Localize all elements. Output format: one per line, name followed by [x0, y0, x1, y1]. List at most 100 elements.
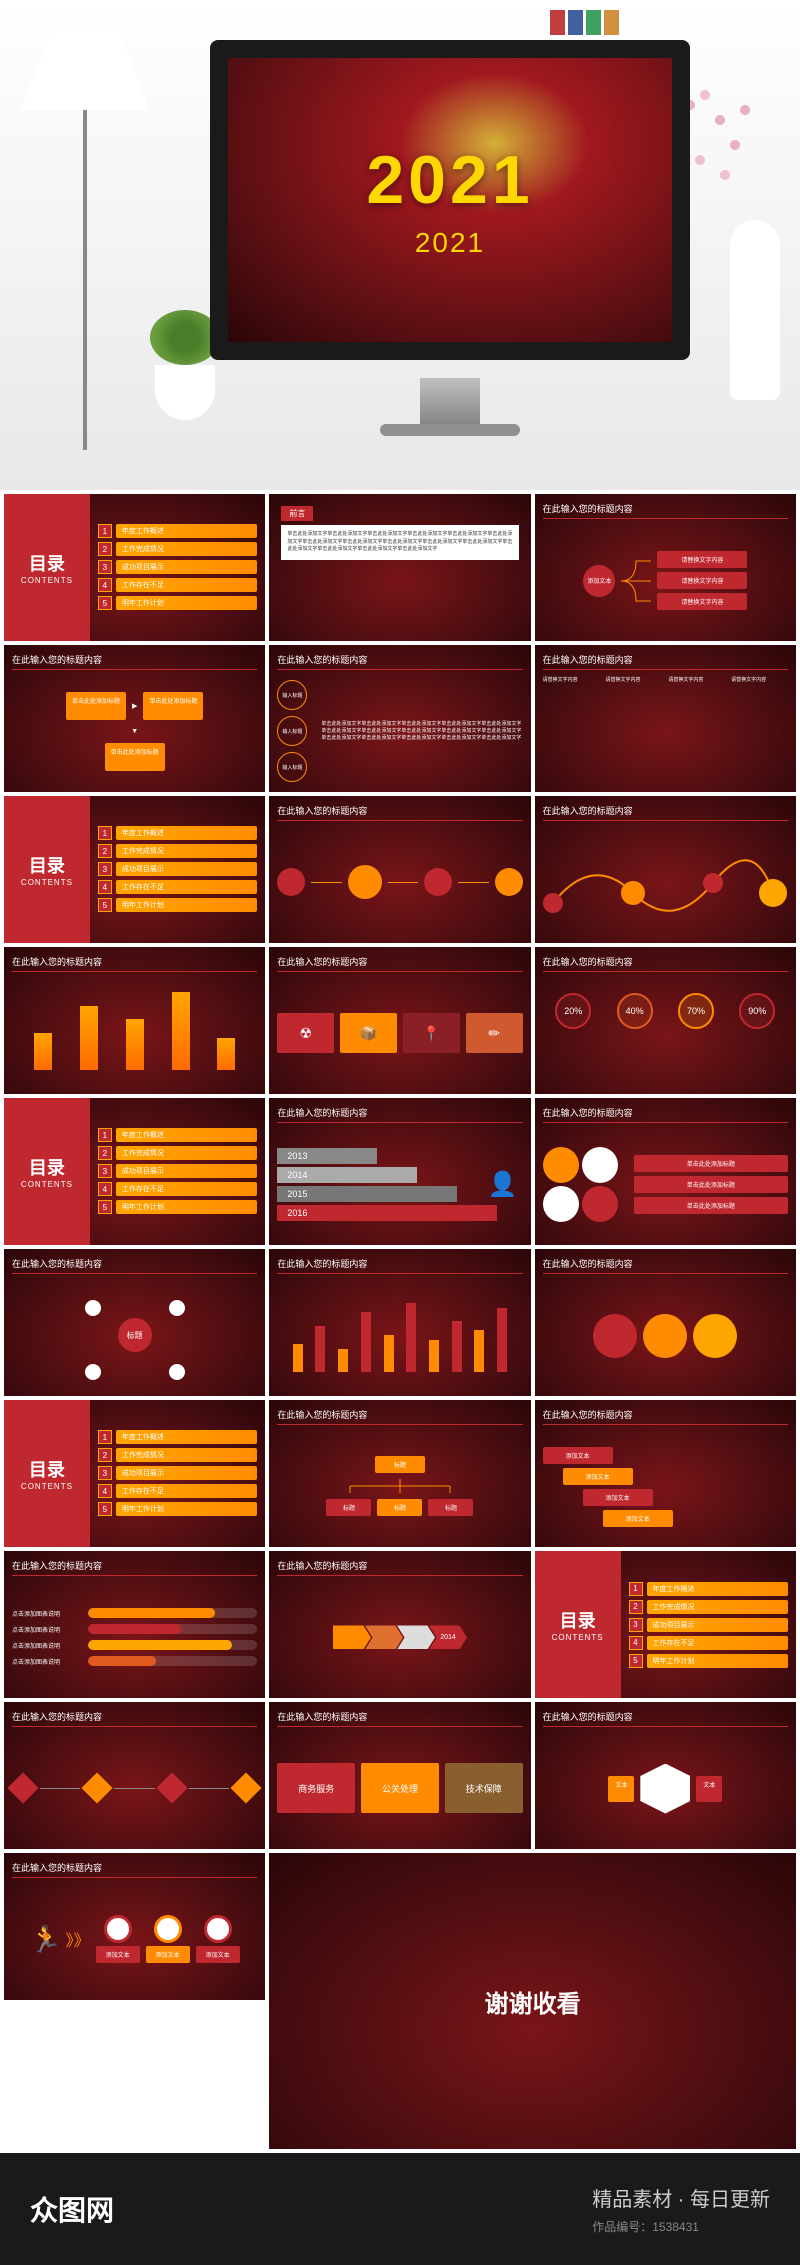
slide-chevron-timeline[interactable]: 在此输入您的标题内容 2014 — [269, 1551, 530, 1698]
flow-box: 单击此处添加标题 — [143, 692, 203, 720]
toc-item: 4工作存在不足 — [98, 1182, 257, 1196]
timeline-line — [458, 882, 488, 883]
slide-toc-1[interactable]: 目录 CONTENTS 1年度工作概述2工作完成情况3成功项目展示4工作存在不足… — [4, 494, 265, 641]
toc-item: 3成功项目展示 — [98, 560, 257, 574]
slide-thanks[interactable]: 谢谢收看 — [269, 1853, 796, 2149]
slide-heading: 在此输入您的标题内容 — [12, 1710, 257, 1727]
toc-item: 1年度工作概述 — [98, 524, 257, 538]
toc-item: 5明年工作计划 — [98, 1200, 257, 1214]
bar — [497, 1308, 507, 1372]
toc-subtitle: CONTENTS — [21, 576, 73, 585]
footer-tagline: 精品素材 · 每日更新 — [592, 2183, 770, 2212]
bar — [172, 992, 190, 1070]
org-connector — [330, 1479, 470, 1493]
toc-item: 4工作存在不足 — [98, 1484, 257, 1498]
slide-heading: 在此输入您的标题内容 — [277, 1408, 522, 1425]
timeline-line — [311, 882, 341, 883]
toc-item: 2工作完成情况 — [98, 844, 257, 858]
slide-preface[interactable]: 前言 单击此处添加文字单击此处添加文字单击此处添加文字单击此处添加文字单击此处添… — [269, 494, 530, 641]
arrow-icon: 》》 — [66, 1927, 90, 1951]
preface-text: 单击此处添加文字单击此处添加文字单击此处添加文字单击此处添加文字单击此处添加文字… — [281, 525, 518, 560]
slide-hexagon[interactable]: 在此输入您的标题内容 文本 文本 — [535, 1702, 796, 1849]
progress-row: 点击添加图表说明 — [12, 1624, 257, 1634]
branch-box: 请替换文字内容 — [657, 572, 747, 589]
slide-icon-boxes[interactable]: 在此输入您的标题内容 ☢ 📦 📍 ✏ — [269, 947, 530, 1094]
icon-box: 📍 — [403, 1013, 460, 1053]
bar — [338, 1349, 348, 1372]
slide-service-cards[interactable]: 在此输入您的标题内容 商务服务公关处理技术保障 — [269, 1702, 530, 1849]
satellite-node — [85, 1364, 101, 1380]
slide-four-columns[interactable]: 在此输入您的标题内容 请替换文字内容 请替换文字内容 请替换文字内容 请替换文字… — [535, 645, 796, 792]
slide-cube-row[interactable]: 在此输入您的标题内容 — [4, 1702, 265, 1849]
slide-toc-2[interactable]: 目录 CONTENTS 1年度工作概述2工作完成情况3成功项目展示4工作存在不足… — [4, 796, 265, 943]
bar — [429, 1340, 439, 1372]
satellite-node — [85, 1300, 101, 1316]
satellite-node — [169, 1300, 185, 1316]
big-circle — [643, 1314, 687, 1358]
slide-percentages[interactable]: 在此输入您的标题内容 20%40%70%90% — [535, 947, 796, 1094]
org-child: 标题 — [326, 1499, 371, 1516]
slide-four-circles[interactable]: 在此输入您的标题内容 单击此处添加标题 单击此处添加标题 单击此处添加标题 — [535, 1098, 796, 1245]
corner-box: 文本 — [696, 1776, 722, 1802]
list-item: 单击此处添加标题 — [634, 1176, 788, 1193]
cube-icon — [231, 1773, 262, 1804]
cube-icon — [82, 1773, 113, 1804]
toc-item: 4工作存在不足 — [98, 578, 257, 592]
slide-heading: 在此输入您的标题内容 — [277, 955, 522, 972]
slide-runner[interactable]: 在此输入您的标题内容 》》 添加文本 添加文本 添加文本 — [4, 1853, 265, 2000]
slide-org-chart[interactable]: 在此输入您的标题内容 标题 标题 标题 标题 — [269, 1400, 530, 1547]
page-footer: 众图网 精品素材 · 每日更新 作品编号：1538431 — [0, 2153, 800, 2265]
toc-sidebar: 目录 CONTENTS — [4, 1098, 90, 1245]
toc-list: 1年度工作概述 2工作完成情况 3成功项目展示 4工作存在不足 5明年工作计划 — [98, 502, 257, 633]
slide-bar-chart[interactable]: 在此输入您的标题内容 — [4, 947, 265, 1094]
service-card: 商务服务 — [277, 1763, 355, 1813]
big-circle — [593, 1314, 637, 1358]
thanks-text: 谢谢收看 — [277, 1861, 788, 2141]
circle-node: 输入标题 — [277, 680, 307, 710]
toc-sidebar: 目录 CONTENTS — [4, 796, 90, 943]
slide-heading: 在此输入您的标题内容 — [543, 653, 788, 670]
slide-heading: 在此输入您的标题内容 — [12, 1257, 257, 1274]
bar — [406, 1303, 416, 1372]
h-box: 添加文本 — [563, 1468, 633, 1485]
slide-wave-path[interactable]: 在此输入您的标题内容 — [535, 796, 796, 943]
slide-heading: 在此输入您的标题内容 — [277, 1559, 522, 1576]
bar — [315, 1326, 325, 1372]
bar — [384, 1335, 394, 1372]
slide-heading: 在此输入您的标题内容 — [543, 804, 788, 821]
slide-column-chart[interactable]: 在此输入您的标题内容 — [269, 1249, 530, 1396]
arrow-down-icon: ▼ — [131, 728, 138, 735]
slide-heading: 在此输入您的标题内容 — [543, 955, 788, 972]
quad-circle — [582, 1186, 618, 1222]
year-large: 2021 — [366, 141, 533, 219]
circle-node: 输入标题 — [277, 716, 307, 746]
slide-circle-list[interactable]: 在此输入您的标题内容 输入标题 输入标题 输入标题 单击此处添加文字单击此处添加… — [269, 645, 530, 792]
corner-box: 文本 — [608, 1776, 634, 1802]
toc-list: 1年度工作概述2工作完成情况3成功项目展示4工作存在不足5明年工作计划 — [98, 1408, 257, 1539]
slide-branch-diagram[interactable]: 在此输入您的标题内容 添加文本 请替换文字内容 请替换文字内容 请替换文字内容 — [535, 494, 796, 641]
slide-flow-boxes[interactable]: 在此输入您的标题内容 单击此处添加标题 ▶ 单击此处添加标题 ▼ 单击此处添加标… — [4, 645, 265, 792]
slide-heading: 在此输入您的标题内容 — [277, 1710, 522, 1727]
slide-hierarchy-boxes[interactable]: 在此输入您的标题内容 添加文本 添加文本 添加文本 添加文本 — [535, 1400, 796, 1547]
column-chart — [277, 1280, 522, 1372]
slide-toc-3[interactable]: 目录 CONTENTS 1年度工作概述2工作完成情况3成功项目展示4工作存在不足… — [4, 1098, 265, 1245]
icon-box: ✏ — [466, 1013, 523, 1053]
slide-year-timeline[interactable]: 在此输入您的标题内容 2013201420152016 👤 — [269, 1098, 530, 1245]
cube-icon — [7, 1773, 38, 1804]
slide-progress-bars[interactable]: 在此输入您的标题内容 点击添加图表说明点击添加图表说明点击添加图表说明点击添加图… — [4, 1551, 265, 1698]
slide-circle-timeline[interactable]: 在此输入您的标题内容 — [269, 796, 530, 943]
services-row: 商务服务公关处理技术保障 — [277, 1733, 522, 1844]
slide-toc-4[interactable]: 目录 CONTENTS 1年度工作概述2工作完成情况3成功项目展示4工作存在不足… — [4, 1400, 265, 1547]
slide-radial[interactable]: 在此输入您的标题内容 标题 — [4, 1249, 265, 1396]
toc-item: 5明年工作计划 — [98, 596, 257, 610]
hexagon-center — [640, 1764, 690, 1814]
slide-three-circles[interactable]: 在此输入您的标题内容 — [535, 1249, 796, 1396]
slide-toc-5[interactable]: 目录 CONTENTS 1年度工作概述2工作完成情况3成功项目展示4工作存在不足… — [535, 1551, 796, 1698]
bar — [293, 1344, 303, 1372]
progress-list: 点击添加图表说明点击添加图表说明点击添加图表说明点击添加图表说明 — [12, 1608, 257, 1666]
slide-heading: 在此输入您的标题内容 — [277, 1257, 522, 1274]
org-child: 标题 — [428, 1499, 473, 1516]
org-child: 标题 — [377, 1499, 422, 1516]
year-list: 2013201420152016 — [277, 1148, 476, 1221]
toc-item: 2工作完成情况 — [98, 542, 257, 556]
